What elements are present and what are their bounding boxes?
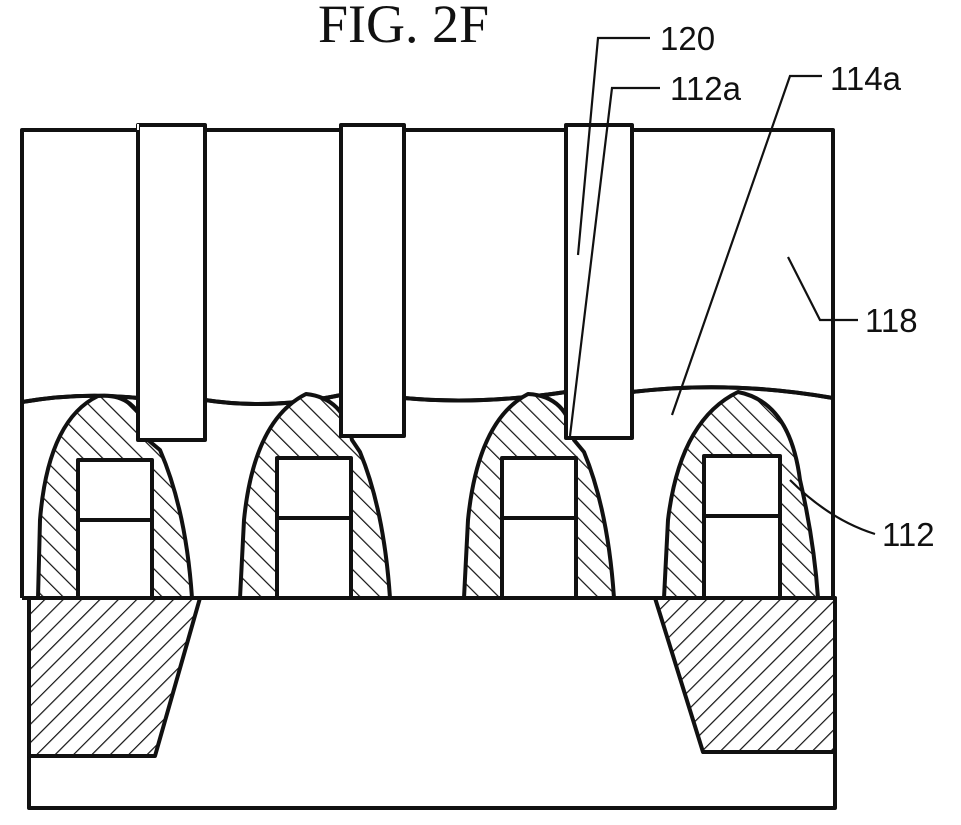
label-118: 118	[865, 302, 918, 339]
layer-118-block-1	[22, 130, 138, 402]
contact-opening-2	[341, 125, 404, 436]
label-120: 120	[660, 20, 715, 57]
gate-lower-2	[277, 518, 351, 598]
gate-lower-3	[502, 518, 576, 598]
contact-opening-1	[138, 125, 205, 440]
layer-118-block-3	[404, 130, 566, 400]
layer-118-block-2	[205, 130, 341, 404]
gate-lower-1	[78, 520, 152, 598]
gate-lower-4	[704, 516, 780, 598]
label-112a: 112a	[670, 70, 742, 107]
gate-upper-2	[277, 458, 351, 518]
isolation-region-right	[655, 598, 835, 752]
gate-structure-4	[664, 392, 818, 598]
label-114a: 114a	[830, 60, 902, 97]
label-112: 112	[882, 516, 935, 553]
gate-upper-3	[502, 458, 576, 518]
isolation-region-left	[29, 598, 200, 756]
gate-upper-1	[78, 460, 152, 520]
layer-118-block-4	[632, 130, 833, 398]
gate-upper-4	[704, 456, 780, 516]
figure-title: FIG. 2F	[318, 0, 489, 54]
